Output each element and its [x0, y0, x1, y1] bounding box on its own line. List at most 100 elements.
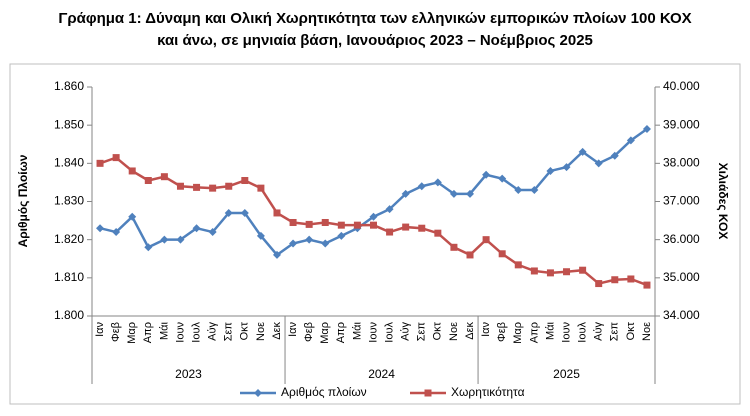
point — [466, 189, 475, 198]
y2-tick-label: 38.000 — [663, 156, 700, 170]
chart-border — [9, 63, 741, 405]
point — [530, 267, 538, 275]
x-tick-label: Μάι — [158, 321, 170, 340]
point — [144, 243, 153, 252]
x-tick-label: Ιαν — [480, 322, 492, 337]
y2-tick-label: 39.000 — [663, 117, 700, 131]
point — [256, 231, 265, 240]
point — [514, 261, 522, 269]
point — [273, 209, 281, 217]
point — [192, 224, 201, 233]
point — [578, 147, 587, 156]
x-tick-label: Σεπ — [223, 322, 235, 342]
point — [112, 154, 120, 162]
point — [402, 223, 410, 231]
point — [449, 189, 458, 198]
point — [401, 189, 410, 198]
y-axis-title: Αριθμός Πλοίων — [16, 154, 30, 247]
x-tick-label: Μάι — [351, 321, 363, 340]
x-tick-label: Ιουλ — [577, 322, 589, 343]
y2-tick-label: 36.000 — [663, 232, 700, 246]
x-tick-label: Ιουλ — [383, 322, 395, 343]
legend-label: Χωρητικότητα — [451, 385, 525, 399]
x-tick-label: Νοε — [641, 322, 653, 341]
point — [450, 243, 458, 251]
point — [514, 186, 523, 195]
x-tick-label: Ιουν — [174, 322, 186, 343]
point — [176, 182, 184, 190]
point — [209, 184, 217, 192]
point — [128, 167, 136, 175]
legend-marker — [254, 389, 262, 397]
x-tick-label: Απρ — [528, 322, 540, 343]
x-tick-label: Ιαν — [287, 322, 299, 337]
point — [321, 218, 329, 226]
point — [240, 208, 249, 217]
series-line — [99, 127, 648, 257]
point — [224, 208, 233, 217]
point — [546, 166, 555, 175]
year-label: 2025 — [553, 367, 580, 381]
point — [96, 159, 104, 167]
x-tick-label: Αύγ — [207, 322, 219, 341]
point — [563, 268, 571, 276]
x-tick-label: Δεκ — [464, 322, 476, 340]
y-tick-label: 1.820 — [54, 232, 84, 246]
legend-marker — [424, 389, 432, 397]
point — [595, 280, 603, 288]
point — [498, 174, 507, 183]
point — [272, 250, 281, 259]
y2-tick-label: 37.000 — [663, 194, 700, 208]
point — [385, 205, 394, 214]
point — [610, 151, 619, 160]
point — [643, 281, 651, 289]
point — [225, 182, 233, 190]
point — [193, 183, 201, 191]
point — [434, 229, 442, 237]
year-label: 2023 — [175, 367, 202, 381]
x-tick-label: Φεβ — [303, 322, 315, 342]
point — [208, 228, 217, 237]
point — [289, 218, 297, 226]
series-line — [99, 156, 648, 287]
x-tick-label: Δεκ — [271, 322, 283, 340]
point — [305, 235, 314, 244]
y-tick-label: 1.840 — [54, 156, 84, 170]
year-label: 2024 — [368, 367, 395, 381]
point — [627, 275, 635, 283]
point — [482, 236, 490, 244]
x-tick-label: Σεπ — [609, 322, 621, 342]
point — [160, 173, 168, 181]
point — [321, 239, 330, 248]
point — [370, 221, 377, 229]
legend-label: Αριθμός πλοίων — [281, 385, 367, 399]
point — [611, 276, 619, 284]
point — [289, 239, 298, 248]
point — [160, 235, 169, 244]
point — [626, 136, 635, 145]
point — [257, 184, 265, 192]
x-tick-label: Ιουν — [560, 322, 572, 343]
y2-tick-label: 35.000 — [663, 270, 700, 284]
chart-title: και άνω, σε μηνιαία βάση, Ιανουάριος 202… — [157, 32, 593, 49]
point — [128, 212, 137, 221]
point — [642, 124, 651, 133]
x-tick-label: Φεβ — [110, 322, 122, 342]
point — [337, 221, 345, 229]
y-tick-label: 1.860 — [54, 79, 84, 93]
point — [386, 228, 394, 236]
x-tick-label: Μαρ — [126, 322, 138, 344]
point — [96, 224, 105, 233]
point — [498, 250, 506, 258]
point — [433, 178, 442, 187]
point — [241, 177, 249, 185]
point — [112, 228, 121, 237]
x-tick-label: Οκτ — [239, 321, 251, 340]
y-tick-label: 1.800 — [54, 308, 84, 322]
y2-tick-label: 34.000 — [663, 308, 700, 322]
x-tick-label: Οκτ — [432, 321, 444, 340]
x-tick-label: Νοε — [448, 322, 460, 341]
point — [530, 186, 539, 195]
x-tick-label: Απρ — [335, 322, 347, 343]
